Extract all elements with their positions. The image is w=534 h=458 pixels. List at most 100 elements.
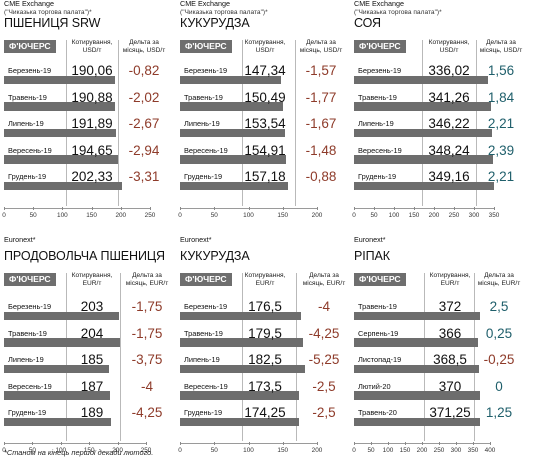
quote-bar	[180, 391, 299, 400]
contract-month-label: Липень-19	[356, 119, 397, 128]
quote-value: 368,5	[433, 352, 467, 367]
axis-tick-label: 400	[484, 447, 496, 454]
quote-bar	[354, 417, 481, 426]
futures-tag: Ф'ЮЧЕРС	[354, 40, 406, 53]
quote-value: 190,06	[71, 63, 113, 78]
quote-bar	[4, 75, 115, 84]
contract-month-label: Травень-19	[6, 92, 50, 102]
delta-header-line: місяць, EUR/т	[302, 279, 346, 287]
quote-value: 371,25	[429, 405, 471, 420]
delta-header-line: Дельта за	[486, 39, 516, 46]
exchange-name: Euronext*	[354, 235, 386, 245]
axis-tick-label: 150	[399, 447, 411, 454]
quote-bar	[354, 155, 494, 164]
contract-month-label: Травень-19	[182, 92, 226, 102]
quote-bar	[4, 338, 120, 347]
table-row: Травень-19 179,5 -4,25	[180, 325, 348, 347]
axis-tick	[214, 442, 216, 445]
futures-panel: CME Exchange ("Чиказька торгова палата")*…	[2, 0, 172, 220]
commodity-name: СОЯ	[354, 16, 381, 30]
quote-value: 341,26	[428, 89, 470, 105]
axis-tick-label: 150	[277, 447, 289, 454]
contract-month-label: Липень-19	[182, 355, 223, 364]
delta-value: 2,5	[489, 299, 509, 314]
delta-value: 0,25	[485, 325, 513, 341]
axis-tick	[146, 442, 147, 445]
contract-month-label: Березень-19	[356, 66, 405, 75]
axis-tick-label: 200	[112, 447, 123, 454]
delta-value: -0,82	[128, 63, 160, 78]
quote-value: 194,65	[71, 142, 113, 158]
quote-value: 203	[80, 299, 104, 314]
axis-tick-label: 200	[311, 447, 323, 454]
column-separator	[476, 40, 477, 206]
exchange-name: Euronext*	[4, 235, 36, 245]
delta-header-line: місяць, USD/т	[479, 46, 523, 54]
axis-tick-label: 150	[277, 212, 289, 219]
quote-header-line: USD/т	[439, 46, 459, 54]
delta-header-line: Дельта за	[132, 272, 162, 279]
delta-value: -4	[140, 378, 153, 394]
x-axis: 0 50 100 150 200	[178, 442, 322, 457]
quote-header-line: EUR/т	[255, 279, 275, 287]
contract-month-label: Серпень-19	[356, 328, 402, 338]
quote-header-line: USD/т	[255, 46, 275, 54]
delta-header-line: місяць, USD/т	[122, 46, 166, 54]
axis-tick	[180, 207, 181, 210]
contract-month-label: Вересень-19	[182, 381, 231, 391]
column-separator	[120, 273, 121, 441]
x-axis: 0 50 100 150 200 250 300 350	[352, 207, 499, 222]
axis-tick-label: 150	[83, 447, 95, 454]
table-row: Вересень-19 187 -4	[4, 378, 172, 400]
exchange-subtitle: ("Чиказька торгова палата")*	[354, 8, 442, 16]
quote-bar	[354, 391, 480, 400]
axis-tick-label: 100	[243, 212, 254, 219]
contract-month-label: Травень-19	[356, 302, 400, 311]
table-row: Липень-19 153,54 -1,67	[180, 115, 348, 137]
delta-value: -2,5	[312, 378, 336, 394]
futures-tag: Ф'ЮЧЕРС	[180, 40, 232, 53]
axis-line	[354, 208, 494, 209]
quote-header-line: Котирування,	[244, 272, 286, 279]
delta-value: 0	[495, 378, 503, 394]
axis-tick	[371, 442, 372, 445]
contract-month-label: Березень-19	[6, 302, 55, 311]
delta-column-header: Дельта за місяць, EUR/т	[119, 272, 175, 287]
quote-value: 202,33	[71, 169, 113, 184]
exchange-title: CME Exchange	[4, 0, 54, 8]
delta-value: 1,25	[485, 405, 513, 420]
exchange-name: Euronext*	[180, 235, 212, 245]
quote-column-header: Котирування, EUR/т	[240, 272, 290, 287]
axis-tick	[4, 207, 5, 210]
delta-value: -3,31	[128, 169, 160, 184]
axis-tick-label: 300	[450, 447, 462, 454]
table-row: Березень-19 336,02 1,56	[354, 62, 522, 84]
axis-tick-label: 50	[367, 447, 375, 454]
contract-month-label: Травень-19	[182, 328, 226, 338]
quote-bar	[180, 364, 305, 373]
axis-tick	[422, 442, 423, 445]
table-row: Липень-19 191,89 -2,67	[4, 115, 172, 137]
table-row: Липень-19 346,22 2,21	[354, 115, 522, 137]
axis-line	[4, 208, 150, 209]
axis-tick	[62, 207, 64, 210]
axis-tick-label: 0	[2, 212, 6, 219]
axis-tick	[494, 207, 495, 210]
delta-value: -1,48	[305, 142, 337, 158]
delta-value: -0,25	[483, 352, 515, 367]
quote-header-line: Котирування,	[429, 272, 471, 279]
axis-tick	[180, 442, 181, 445]
axis-tick-label: 300	[468, 212, 480, 219]
delta-value: -4	[317, 299, 330, 314]
contract-month-label: Грудень-19	[6, 408, 50, 417]
quote-bar	[4, 128, 117, 137]
quote-header-line: Котирування,	[428, 39, 470, 46]
delta-value: -2,94	[128, 142, 160, 158]
table-row: Лютий-20 370 0	[354, 378, 522, 400]
contract-month-label: Грудень-19	[182, 172, 226, 181]
axis-tick-label: 100	[388, 212, 400, 219]
axis-tick-label: 200	[416, 447, 428, 454]
table-row: Вересень-19 173,5 -2,5	[180, 378, 348, 400]
table-row: Вересень-19 154,91 -1,48	[180, 142, 348, 164]
axis-tick	[248, 207, 250, 210]
